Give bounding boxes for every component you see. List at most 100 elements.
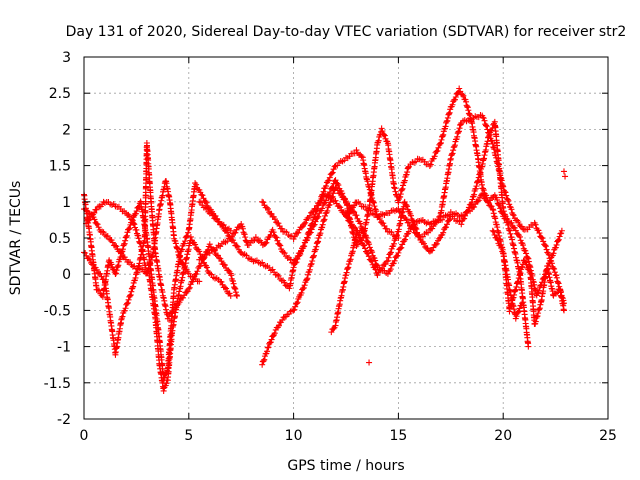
data-point [430,223,437,230]
data-point [509,211,516,218]
data-point [345,261,352,268]
data-point [535,227,542,234]
data-point [433,148,440,155]
data-point [147,257,154,264]
data-point [302,219,309,226]
y-tick-label: 1.5 [49,159,71,175]
data-point [456,125,463,132]
data-point [486,131,493,138]
data-point [444,114,451,121]
data-point [398,244,405,251]
y-tick-label: 0.5 [49,231,71,247]
data-point [369,249,376,256]
data-point [457,88,464,95]
data-point [515,275,522,282]
data-point [174,245,181,252]
data-point [500,208,507,215]
data-point [172,240,179,247]
data-point [364,250,371,257]
y-tick-label: -1.5 [44,376,71,392]
data-point [93,220,100,227]
data-point [433,240,440,247]
data-point [555,237,562,244]
y-tick-label: -1 [57,340,71,356]
data-point [515,309,522,316]
data-point [484,126,491,133]
data-point [97,270,104,277]
data-point [503,192,510,199]
data-point [399,185,406,192]
data-point [520,242,527,249]
data-point [370,199,377,206]
data-point [85,255,92,262]
data-point [93,266,100,273]
data-point [410,226,417,233]
data-point [480,192,487,199]
data-point [471,203,478,210]
data-point [341,196,348,203]
data-point [409,217,416,224]
data-point [446,110,453,117]
data-point [176,299,183,306]
data-point [322,212,329,219]
data-point [491,231,498,238]
data-point [482,122,489,129]
data-point [326,201,333,208]
data-point [463,98,470,105]
data-point [82,206,89,213]
data-point [362,234,369,241]
data-point [326,174,333,181]
data-point [101,232,108,239]
data-point [127,292,134,299]
y-axis-label: SDTVAR / TECUs [8,181,24,296]
data-point [176,253,183,260]
data-point [456,85,463,92]
data-point [314,214,321,221]
data-point [241,231,248,238]
data-point [127,291,134,298]
data-point [443,221,450,228]
data-point [475,174,482,181]
data-point [451,96,458,103]
data-point [515,308,522,315]
data-point [298,289,305,296]
data-point [94,286,101,293]
data-point [310,222,317,229]
data-point [436,213,443,220]
data-point [468,199,475,206]
data-point [511,224,518,231]
data-point [296,249,303,256]
data-point [133,226,140,233]
data-point [99,228,106,235]
x-tick-label: 15 [389,428,407,444]
data-point [309,258,316,265]
data-point [252,234,259,241]
data-point [306,266,313,273]
data-point [390,240,397,247]
data-point [378,125,385,132]
data-point [473,183,480,190]
data-point [164,315,171,322]
data-point [437,139,444,146]
data-point [290,260,297,267]
data-point [281,250,288,257]
data-point [343,269,350,276]
data-point [232,229,239,236]
data-point [336,203,343,210]
data-point [132,210,139,217]
data-point [319,221,326,228]
data-point [451,142,458,149]
data-point [301,243,308,250]
data-point [334,180,341,187]
data-point [514,279,521,286]
data-point [294,252,301,259]
data-point [310,252,317,259]
data-point [312,205,319,212]
data-point [320,217,327,224]
data-point [206,241,213,248]
data-point [260,357,267,364]
data-point [262,240,269,247]
data-point [136,239,143,246]
data-point [454,133,461,140]
data-point [556,233,563,240]
